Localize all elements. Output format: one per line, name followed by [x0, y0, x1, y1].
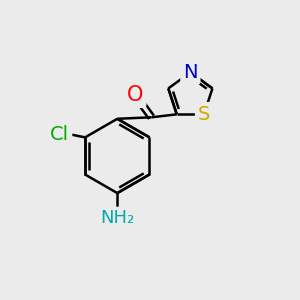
Text: S: S — [198, 105, 210, 124]
Text: Cl: Cl — [50, 125, 69, 144]
Text: N: N — [183, 63, 198, 82]
Text: NH₂: NH₂ — [100, 209, 134, 227]
Text: O: O — [127, 85, 143, 105]
